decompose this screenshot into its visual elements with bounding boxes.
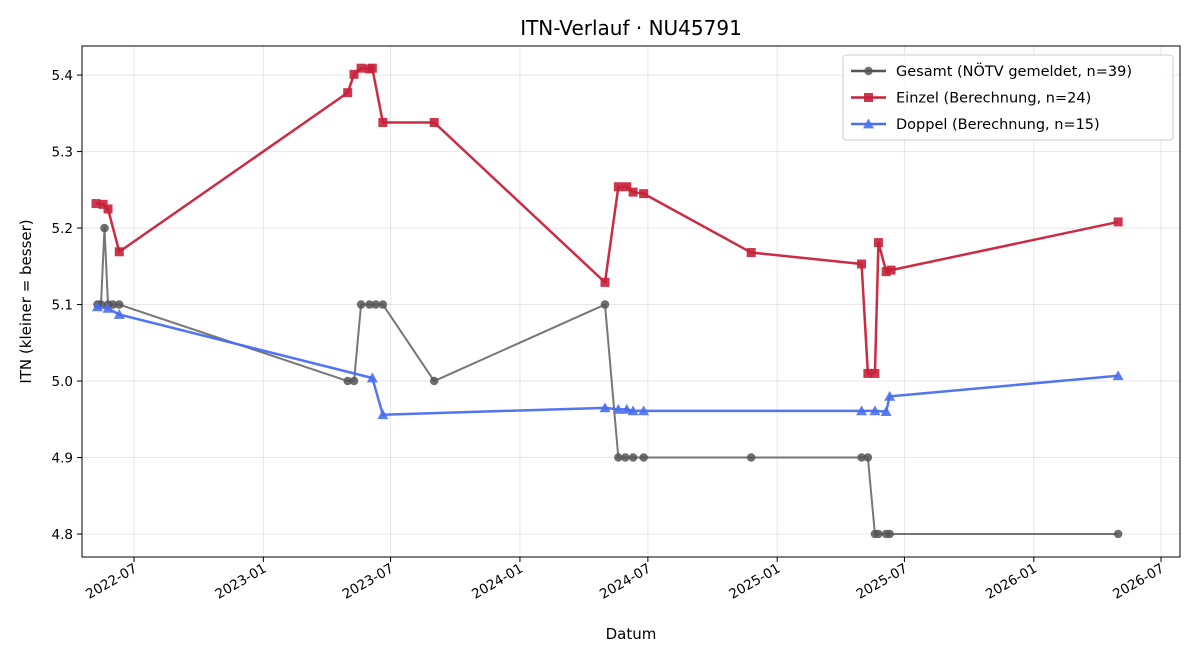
- series-triangle: [91, 301, 1124, 420]
- data-point-circle: [864, 66, 873, 76]
- y-tick-label: 5.2: [52, 221, 73, 237]
- data-point-triangle: [102, 302, 114, 313]
- data-point-triangle: [869, 405, 881, 416]
- series-line: [95, 66, 1119, 375]
- data-point-square: [103, 204, 113, 214]
- data-point-triangle: [621, 403, 633, 414]
- data-point-square: [1113, 217, 1123, 227]
- data-point-triangle: [856, 405, 868, 416]
- series-layer: [91, 63, 1124, 539]
- data-point-circle: [628, 453, 638, 462]
- data-point-circle: [857, 453, 866, 462]
- x-axis-label: Datum: [606, 625, 657, 643]
- data-point-circle: [108, 300, 118, 309]
- y-tick-label: 4.9: [52, 451, 73, 467]
- data-point-circle: [746, 453, 756, 462]
- data-point-square: [628, 187, 638, 197]
- data-point-circle: [115, 300, 124, 309]
- y-tick-label: 5.4: [52, 68, 73, 84]
- legend-entry-label: Doppel (Berechnung, n=15): [896, 117, 1100, 133]
- data-point-triangle: [863, 118, 874, 129]
- data-point-square: [343, 88, 353, 98]
- data-point-square: [863, 368, 873, 378]
- data-point-square: [613, 182, 623, 192]
- data-point-square: [873, 238, 883, 248]
- legend-entry-label: Gesamt (NÖTV gemeldet, n=39): [896, 62, 1132, 80]
- data-point-square: [746, 248, 756, 258]
- data-point-circle: [371, 300, 381, 309]
- data-point-circle: [356, 300, 366, 309]
- data-point-square: [367, 63, 377, 73]
- data-point-square: [886, 265, 896, 275]
- data-point-circle: [365, 300, 374, 309]
- data-point-circle: [639, 453, 648, 462]
- legend-entry-label: Einzel (Berechnung, n=24): [896, 91, 1091, 107]
- data-point-triangle: [366, 372, 378, 383]
- series-square: [91, 63, 1123, 378]
- legend: Gesamt (NÖTV gemeldet, n=39) Einzel (Bere…: [842, 54, 1174, 141]
- data-point-square: [639, 189, 649, 199]
- legend-box: [842, 54, 1174, 141]
- data-point-triangle: [880, 406, 892, 417]
- data-point-triangle: [599, 402, 611, 413]
- data-point-circle: [100, 223, 109, 233]
- data-point-circle: [429, 376, 439, 386]
- data-point-triangle: [113, 309, 125, 319]
- data-point-square: [881, 267, 891, 277]
- data-point-triangle: [612, 403, 624, 414]
- y-tick-label: 5.0: [52, 374, 73, 390]
- data-point-triangle: [91, 301, 103, 312]
- data-point-triangle: [377, 409, 389, 420]
- y-axis-label: ITN (kleiner = besser): [17, 219, 35, 383]
- data-point-square: [356, 63, 366, 73]
- data-point-circle: [863, 453, 873, 462]
- data-point-square: [114, 247, 124, 257]
- data-point-triangle: [627, 405, 639, 416]
- data-point-circle: [1113, 529, 1123, 539]
- data-point-triangle: [1112, 370, 1124, 381]
- data-point-circle: [874, 529, 883, 539]
- data-point-circle: [885, 529, 894, 539]
- data-point-circle: [378, 300, 388, 309]
- data-point-square: [98, 199, 108, 209]
- data-point-square: [857, 259, 867, 269]
- data-point-triangle: [638, 405, 650, 416]
- data-point-circle: [614, 453, 623, 462]
- data-point-triangle: [884, 390, 896, 401]
- data-point-square: [600, 277, 610, 287]
- data-point-square: [429, 117, 439, 127]
- data-point-square: [864, 93, 873, 102]
- y-tick-label: 4.8: [52, 527, 73, 543]
- y-axis: 4.8 4.9 5.0 5.1 5.2 5.3 5.4: [52, 68, 82, 543]
- data-point-square: [622, 182, 632, 192]
- y-tick-label: 5.3: [52, 145, 73, 161]
- data-point-square: [870, 368, 880, 378]
- plot-frame: [81, 45, 1181, 558]
- data-point-circle: [600, 300, 610, 309]
- data-point-square: [378, 117, 388, 127]
- data-point-circle: [343, 376, 352, 386]
- data-point-circle: [621, 453, 630, 462]
- data-point-circle: [349, 376, 359, 386]
- data-point-square: [349, 69, 359, 79]
- chart-title: ITN-Verlauf · NU45791: [520, 16, 742, 40]
- data-point-square: [91, 199, 101, 209]
- y-tick-label: 5.1: [52, 298, 73, 314]
